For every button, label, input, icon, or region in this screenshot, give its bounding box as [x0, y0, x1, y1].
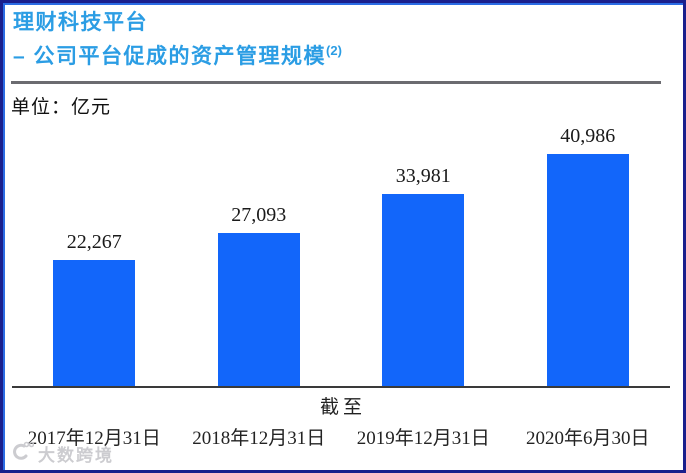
bar-value-label: 40,986 [560, 125, 616, 148]
bar-group: 33,981 [341, 124, 506, 387]
x-tick-label: 2020年6月30日 [525, 427, 650, 449]
watermark-text: 大数跨境 [38, 446, 114, 465]
bar-chart: 22,267 27,093 33,981 40,986 [12, 124, 671, 389]
x-tick-label: 2019年12月31日 [356, 427, 490, 449]
x-axis-line [12, 386, 670, 389]
x-tick-label: 2017年12月31日 [27, 427, 161, 449]
bar [546, 154, 629, 387]
bar-group: 27,093 [177, 124, 342, 387]
bar [217, 233, 300, 387]
watermark-logo-icon [10, 441, 35, 466]
bar [382, 194, 465, 387]
subtitle-text: – 公司平台促成的资产管理规模 [13, 45, 327, 69]
separator-line [11, 81, 661, 85]
bar-value-label: 27,093 [231, 204, 287, 227]
bar [53, 260, 136, 387]
header: 理财科技平台 – 公司平台促成的资产管理规模(2) [3, 3, 683, 69]
bar-value-label: 33,981 [395, 165, 451, 188]
bar-group: 40,986 [506, 124, 671, 387]
bar-value-label: 22,267 [66, 231, 122, 254]
watermark: 大数跨境 [10, 441, 114, 466]
unit-label: 单位：亿元 [11, 97, 112, 119]
footnote-marker: (2) [326, 43, 342, 59]
x-tick-label: 2018年12月31日 [192, 427, 326, 449]
bar-group: 22,267 [12, 124, 177, 387]
x-axis-labels: 2017年12月31日 2018年12月31日 2019年12月31日 2020年6月… [12, 428, 670, 450]
chart-subtitle: – 公司平台促成的资产管理规模(2) [13, 43, 671, 69]
plot-area: 22,267 27,093 33,981 40,986 [12, 124, 671, 387]
x-axis-caption: 截至 [319, 397, 366, 419]
page-title: 理财科技平台 [13, 11, 148, 34]
